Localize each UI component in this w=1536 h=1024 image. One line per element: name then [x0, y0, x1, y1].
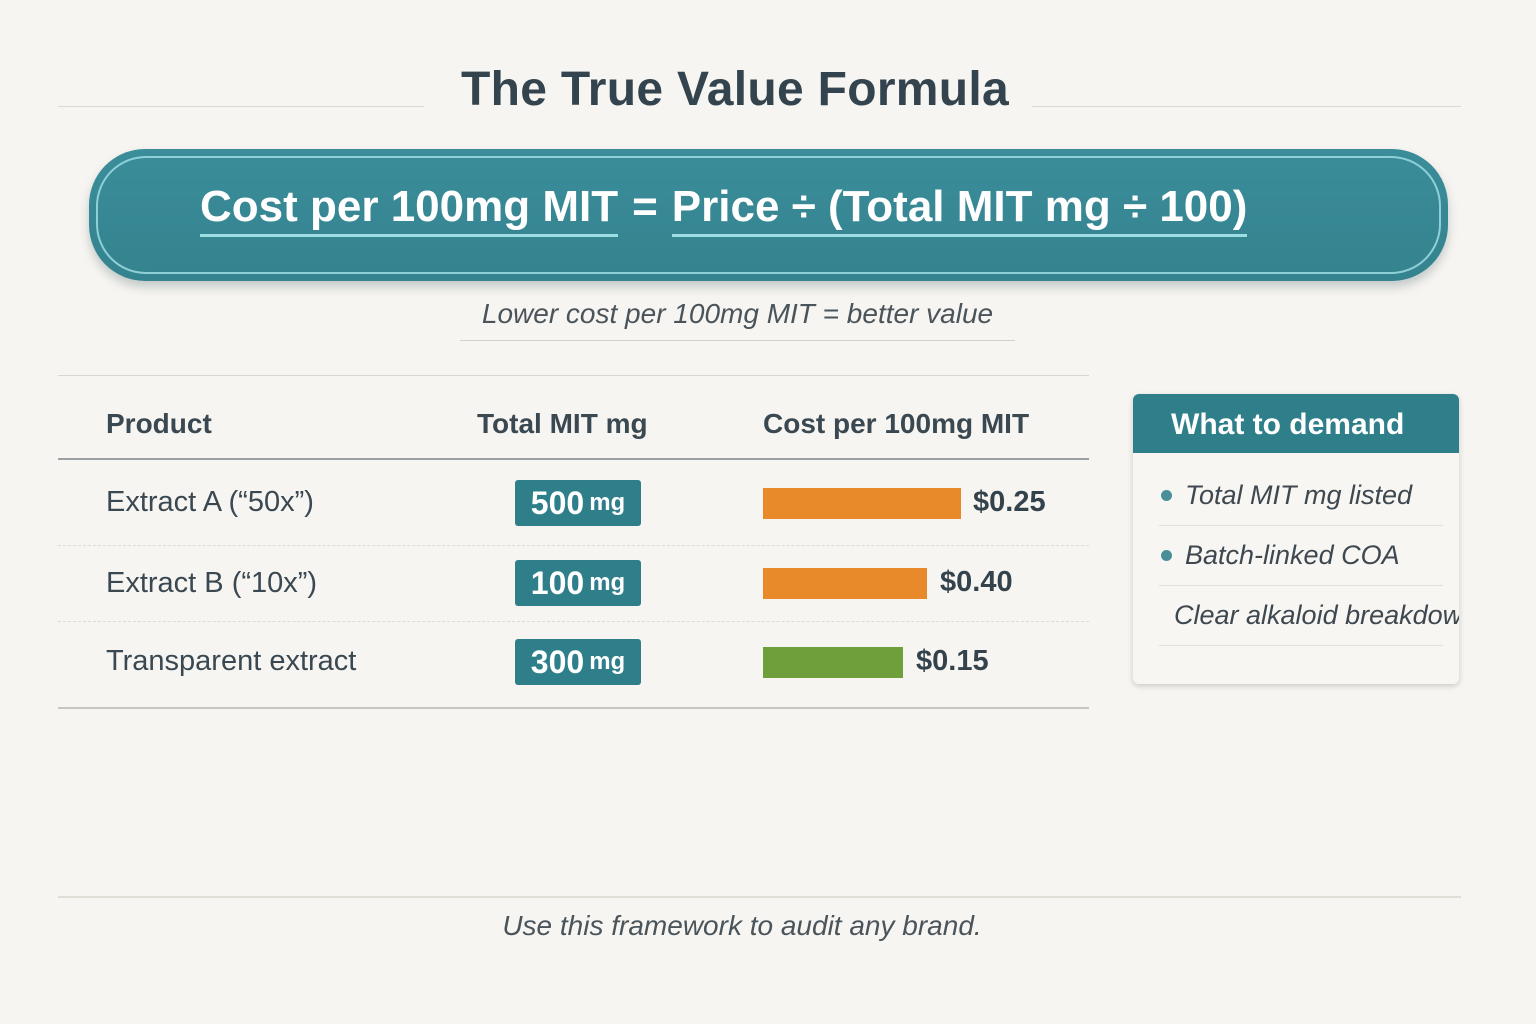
- card-item-label: Batch-linked COA: [1185, 540, 1400, 570]
- product-name: Transparent extract: [106, 645, 357, 677]
- mit-unit: mg: [589, 489, 626, 516]
- subtitle: Lower cost per 100mg MIT = better value: [460, 298, 1015, 341]
- formula: Cost per 100mg MIT = Price ÷ (Total MIT …: [200, 182, 1248, 242]
- mit-unit: mg: [589, 569, 626, 596]
- bullet-icon: [1161, 550, 1172, 561]
- formula-rhs: Price ÷ (Total MIT mg ÷ 100): [671, 182, 1248, 237]
- formula-banner: [89, 149, 1448, 281]
- mit-badge: 500 mg: [515, 480, 641, 526]
- footer-note: Use this framework to audit any brand.: [502, 910, 982, 941]
- mit-unit: mg: [589, 648, 626, 675]
- formula-lhs: Cost per 100mg MIT: [200, 182, 619, 237]
- cost-bar: [763, 647, 903, 678]
- bullet-icon: [1161, 490, 1172, 501]
- product-name: Extract B (“10x”): [106, 567, 318, 599]
- title-rule-right: [1032, 106, 1461, 107]
- product-name: Extract A (“50x”): [106, 486, 314, 518]
- header-cost: Cost per 100mg MIT: [763, 408, 1030, 439]
- table-top-rule: [58, 375, 1089, 376]
- mit-value: 100: [530, 564, 585, 601]
- cost-value: $0.15: [916, 645, 989, 677]
- cost-value: $0.40: [940, 566, 1013, 598]
- cost-bar: [763, 488, 961, 519]
- row-divider: [58, 621, 1089, 622]
- header-product: Product: [106, 408, 212, 439]
- mit-badge: 100 mg: [515, 560, 641, 606]
- title-rule-left: [58, 106, 424, 107]
- card-list-item: Total MIT mg listed: [1159, 466, 1443, 526]
- table-header-rule: [58, 458, 1089, 460]
- card-item-label: Clear alkaloid breakdown: [1174, 600, 1459, 630]
- mit-badge: 300 mg: [515, 639, 641, 685]
- card-item-label: Total MIT mg listed: [1185, 480, 1413, 510]
- card-list-item: Batch-linked COA: [1159, 526, 1443, 586]
- cost-value: $0.25: [973, 486, 1046, 518]
- cost-bar: [763, 568, 927, 599]
- formula-equals: =: [632, 182, 658, 231]
- page-title: The True Value Formula: [460, 63, 1010, 116]
- footer-rule: [58, 896, 1461, 898]
- mit-value: 500: [530, 484, 585, 521]
- header-total-mit: Total MIT mg: [477, 408, 648, 439]
- card-list-item: Clear alkaloid breakdown: [1159, 586, 1459, 646]
- what-to-demand-card: What to demand Total MIT mg listed Batch…: [1133, 394, 1459, 684]
- row-divider: [58, 545, 1089, 546]
- formula-banner-border: [96, 156, 1441, 274]
- card-title: What to demand: [1133, 394, 1459, 453]
- table-bottom-rule: [58, 707, 1089, 709]
- mit-value: 300: [530, 643, 585, 680]
